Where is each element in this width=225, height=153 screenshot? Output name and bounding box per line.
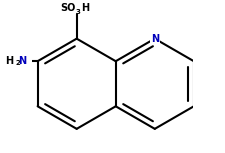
Text: 3: 3: [76, 9, 81, 15]
Text: N: N: [18, 56, 27, 66]
Text: N: N: [151, 34, 159, 44]
Text: H: H: [5, 56, 13, 66]
Text: 2: 2: [16, 60, 20, 66]
Text: H: H: [81, 3, 89, 13]
Text: SO: SO: [61, 3, 76, 13]
